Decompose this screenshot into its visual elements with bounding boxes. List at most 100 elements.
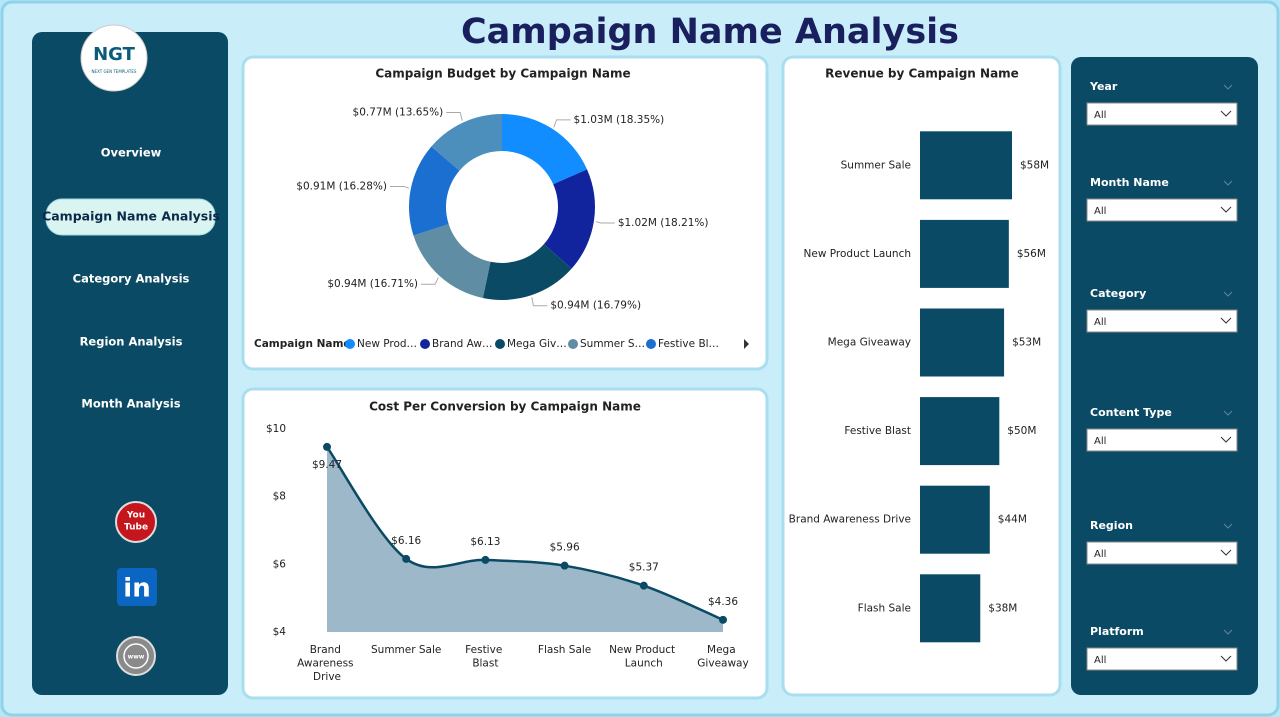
point [323, 442, 331, 451]
data-label: $1.03M (18.35%) [574, 114, 665, 126]
filter-value: All [1094, 317, 1106, 328]
y-tick-label: $10 [266, 423, 286, 435]
data-label: $9.47 [312, 459, 342, 471]
leader-line [389, 185, 410, 189]
page-title: Campaign Name Analysis [461, 12, 959, 52]
data-label: $44M [998, 514, 1027, 526]
bar [920, 574, 981, 643]
x-tick-label: Mega Giveaway [697, 644, 748, 670]
legend-label[interactable]: New Prod… [357, 338, 417, 350]
dropdown-chevron [1220, 206, 1232, 213]
filter-label: Month Name [1090, 176, 1169, 189]
filter-clear [1223, 84, 1233, 90]
category-label: Brand Awareness Drive [789, 514, 911, 526]
leader-line [421, 277, 439, 285]
filter-label: Region [1090, 519, 1133, 532]
legend-marker [495, 339, 505, 349]
data-label: $4.36 [708, 596, 738, 608]
category-label: Mega Giveaway [828, 337, 911, 349]
filter-value: All [1094, 655, 1106, 666]
leader-line [553, 119, 571, 128]
data-label: $5.37 [629, 562, 659, 574]
filter-clear [1223, 629, 1233, 635]
data-label: $6.16 [391, 535, 421, 547]
y-tick-label: $4 [273, 626, 287, 638]
linkedin-text: in [123, 574, 150, 604]
pie-slice [413, 224, 491, 299]
chart-title: Revenue by Campaign Name [825, 67, 1019, 81]
pie-slice [543, 169, 595, 269]
nav-active-pill[interactable] [45, 198, 216, 236]
legend-label[interactable]: Summer S… [580, 338, 645, 350]
chart-title: Cost Per Conversion by Campaign Name [369, 400, 641, 414]
bar [920, 485, 990, 554]
point [719, 615, 727, 624]
data-label: $1.02M (18.21%) [618, 217, 709, 229]
dropdown-chevron [1220, 549, 1232, 556]
filter-panel [1071, 57, 1258, 695]
filter-value: All [1094, 549, 1106, 560]
logo-text: NGT [93, 44, 136, 65]
filter-label: Category [1090, 287, 1146, 300]
data-label: $6.13 [470, 536, 500, 548]
sidebar [32, 32, 228, 695]
nav-item[interactable]: Overview [101, 146, 162, 160]
dropdown-chevron [1220, 655, 1232, 662]
nav-item[interactable]: Category Analysis [73, 272, 190, 286]
chart-title: Campaign Budget by Campaign Name [375, 67, 630, 81]
line [325, 446, 724, 621]
nav-item[interactable]: Region Analysis [80, 335, 183, 349]
pie-slice [482, 244, 572, 300]
pie-slice [431, 114, 502, 171]
data-label: $5.96 [550, 542, 580, 554]
web-icon[interactable] [116, 636, 156, 676]
filter-clear [1223, 410, 1233, 416]
y-tick-label: $6 [273, 558, 287, 570]
logo-subtitle: NEXT GEN TEMPLATES [92, 69, 137, 74]
legend-marker [568, 339, 578, 349]
filter-dropdown[interactable] [1086, 102, 1238, 126]
filter-value: All [1094, 110, 1106, 121]
linkedin-icon[interactable] [117, 568, 157, 606]
web-globe [123, 643, 149, 669]
x-tick-label: New Product Launch [609, 644, 678, 670]
data-label: $0.91M (16.28%) [296, 180, 387, 192]
bar [920, 131, 1012, 200]
filter-dropdown[interactable] [1086, 309, 1238, 333]
filter-clear [1223, 291, 1233, 297]
x-tick-label: Festive Blast [465, 644, 505, 670]
dropdown-chevron [1220, 110, 1232, 117]
panel [241, 55, 769, 371]
nav-item[interactable]: Campaign Name Analysis [42, 209, 220, 224]
point [639, 581, 648, 590]
nav-item[interactable]: Month Analysis [81, 397, 180, 411]
filter-clear [1223, 180, 1233, 186]
legend-label[interactable]: Mega Giv… [507, 338, 567, 350]
legend-scroll-arrow[interactable] [744, 339, 749, 349]
filter-dropdown[interactable] [1086, 428, 1238, 452]
category-label: New Product Launch [804, 248, 911, 260]
youtube-icon[interactable] [115, 501, 157, 543]
web-text: www [128, 654, 145, 661]
category-label: Summer Sale [841, 159, 911, 171]
bar [920, 219, 1009, 288]
dropdown-chevron [1220, 436, 1232, 443]
data-label: $56M [1017, 248, 1046, 260]
filter-label: Year [1089, 80, 1118, 93]
category-label: Festive Blast [844, 425, 911, 437]
filter-dropdown[interactable] [1086, 198, 1238, 222]
filter-dropdown[interactable] [1086, 647, 1238, 671]
logo [80, 24, 148, 92]
filter-dropdown[interactable] [1086, 541, 1238, 565]
data-label: $58M [1020, 159, 1049, 171]
filter-value: All [1094, 436, 1106, 447]
leader-line [446, 112, 463, 121]
legend-marker [345, 339, 355, 349]
x-tick-label: Brand Awareness Drive [297, 644, 357, 683]
legend-label[interactable]: Festive Bl… [658, 338, 719, 350]
data-label: $38M [988, 602, 1017, 614]
legend-label[interactable]: Brand Aw… [432, 338, 492, 350]
dropdown-chevron [1220, 317, 1232, 324]
leader-line [531, 297, 548, 307]
